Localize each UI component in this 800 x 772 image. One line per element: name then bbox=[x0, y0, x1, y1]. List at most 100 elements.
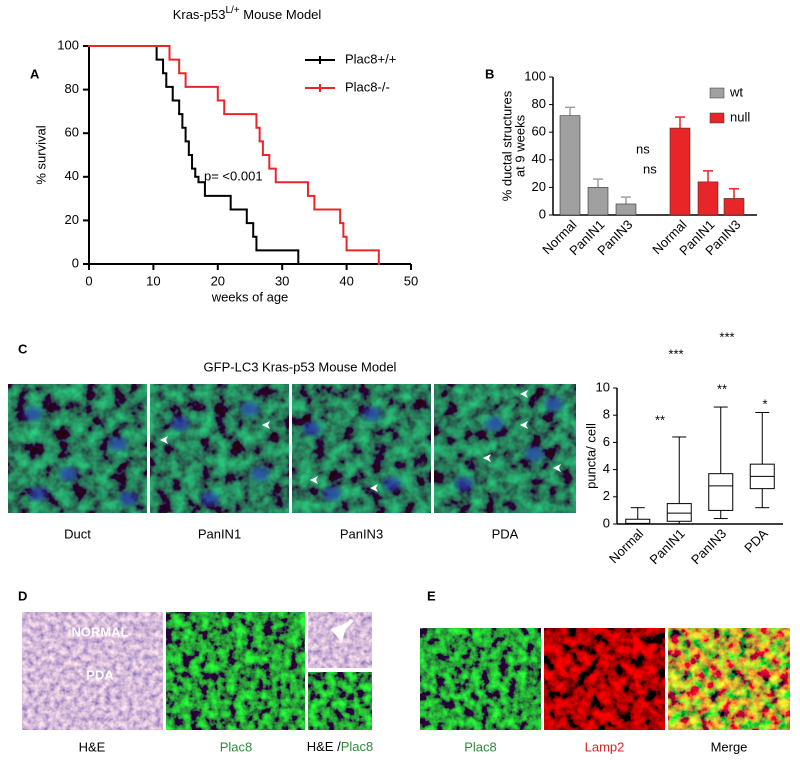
annotation: ns bbox=[636, 141, 650, 156]
legend-label: wt bbox=[729, 84, 743, 99]
significance: ** bbox=[655, 412, 665, 427]
box bbox=[708, 473, 734, 511]
x-axis-label: weeks of age bbox=[211, 289, 289, 304]
bar bbox=[615, 203, 637, 216]
y-tick-label: 100 bbox=[57, 37, 79, 52]
y-tick-label: 20 bbox=[65, 212, 79, 227]
arrow bbox=[330, 618, 354, 643]
label-part: H&E / bbox=[307, 739, 341, 754]
y-tick-label: 40 bbox=[65, 168, 79, 183]
arrowhead bbox=[262, 421, 270, 429]
image-label: Plac8 bbox=[220, 739, 253, 754]
y-tick-label: 20 bbox=[532, 179, 546, 194]
x-tick-label: 50 bbox=[404, 273, 418, 288]
micrograph bbox=[292, 384, 431, 513]
legend-label: null bbox=[730, 109, 750, 124]
image-label: Duct bbox=[64, 526, 91, 541]
y-tick-label: 6 bbox=[603, 434, 610, 449]
panel-letter: C bbox=[18, 341, 28, 356]
image-label: H&E /Plac8 bbox=[307, 739, 374, 754]
significance: *** bbox=[668, 346, 683, 361]
legend-swatch bbox=[709, 112, 725, 124]
x-tick-label: PDA bbox=[741, 526, 771, 556]
nucleus bbox=[545, 397, 563, 411]
legend-label: Plac8+/+ bbox=[345, 51, 396, 66]
image-label: PanIN1 bbox=[198, 526, 241, 541]
micrograph bbox=[22, 612, 163, 730]
x-tick-label: Normal bbox=[606, 526, 646, 566]
bar bbox=[697, 181, 719, 216]
panel-title: GFP-LC3 Kras-p53 Mouse Model bbox=[204, 359, 397, 374]
nucleus bbox=[525, 447, 543, 461]
significance: * bbox=[762, 396, 767, 411]
y-tick-label: 4 bbox=[603, 461, 610, 476]
arrowhead bbox=[553, 464, 561, 472]
micrograph bbox=[420, 628, 541, 730]
arrowhead bbox=[520, 390, 528, 398]
box bbox=[666, 503, 692, 522]
y-tick-label: 0 bbox=[72, 255, 79, 270]
annotation: p= <0.001 bbox=[204, 168, 263, 183]
micrograph bbox=[668, 628, 790, 730]
panel-letter: D bbox=[18, 588, 27, 603]
x-tick-label: 30 bbox=[275, 273, 289, 288]
image-overlay-label: NORMAL bbox=[71, 624, 128, 639]
nucleus bbox=[323, 487, 341, 501]
arrowhead bbox=[370, 484, 378, 492]
y-tick-label: 80 bbox=[65, 81, 79, 96]
y-tick-label: 80 bbox=[532, 96, 546, 111]
image-label: PanIN3 bbox=[340, 526, 383, 541]
micrograph bbox=[308, 672, 372, 730]
arrowhead bbox=[160, 436, 168, 444]
title-superscript: L/+ bbox=[225, 5, 239, 16]
nucleus bbox=[119, 492, 137, 506]
nucleus bbox=[383, 477, 401, 491]
nucleus bbox=[303, 422, 321, 436]
box bbox=[625, 518, 651, 525]
panel-letter: E bbox=[427, 588, 436, 603]
y-tick-label: 40 bbox=[532, 151, 546, 166]
nucleus bbox=[59, 467, 77, 481]
nucleus bbox=[251, 467, 269, 481]
x-tick-label: 20 bbox=[211, 273, 225, 288]
title-text: Mouse Model bbox=[240, 7, 322, 22]
nucleus bbox=[29, 487, 47, 501]
legend-swatch bbox=[709, 87, 725, 99]
x-tick-label: 10 bbox=[146, 273, 160, 288]
legend-label: Plac8-/- bbox=[345, 79, 390, 94]
y-tick-label: 0 bbox=[539, 206, 546, 221]
label-part: Plac8 bbox=[341, 739, 374, 754]
title-text: Kras-p53 bbox=[173, 7, 226, 22]
micrograph bbox=[166, 612, 305, 730]
nucleus bbox=[24, 407, 42, 421]
bar bbox=[669, 127, 691, 216]
image-label: Plac8 bbox=[464, 739, 497, 754]
x-tick-label: PanIN3 bbox=[688, 526, 729, 567]
nucleus bbox=[485, 417, 503, 431]
y-axis-label: puncta/ cell bbox=[583, 423, 598, 489]
bar bbox=[587, 187, 609, 216]
y-tick-label: 0 bbox=[603, 515, 610, 530]
y-axis-label: % ductal structures bbox=[499, 90, 514, 201]
y-tick-label: 8 bbox=[603, 407, 610, 422]
arrowhead bbox=[520, 421, 528, 429]
y-tick-label: 100 bbox=[524, 68, 546, 83]
micrograph bbox=[544, 628, 665, 730]
y-tick-label: 60 bbox=[65, 125, 79, 140]
nucleus bbox=[241, 402, 259, 416]
y-tick-label: 2 bbox=[603, 488, 610, 503]
image-overlay-label: PDA bbox=[86, 667, 114, 682]
image-label: Merge bbox=[711, 739, 748, 754]
x-tick-label: PanIN1 bbox=[647, 526, 688, 567]
bar bbox=[559, 115, 581, 216]
image-label: H&E bbox=[79, 739, 106, 754]
image-label: PDA bbox=[492, 526, 519, 541]
panel-letter: A bbox=[30, 66, 40, 81]
micrograph bbox=[150, 384, 289, 513]
x-tick-label: 0 bbox=[85, 273, 92, 288]
y-tick-label: 10 bbox=[596, 379, 610, 394]
bar bbox=[723, 198, 745, 216]
arrowhead bbox=[310, 476, 318, 484]
nucleus bbox=[109, 437, 127, 451]
